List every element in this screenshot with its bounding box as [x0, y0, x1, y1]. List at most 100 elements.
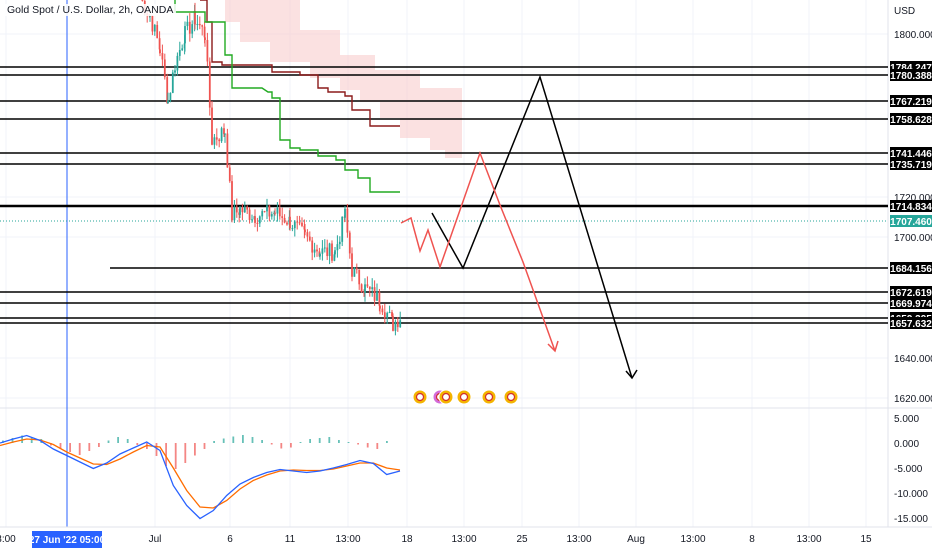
price-level-tag[interactable] — [890, 262, 932, 274]
candle-body — [224, 133, 226, 135]
candle-body — [268, 205, 271, 217]
price-axis[interactable]: USD1800.0001720.0001700.0001660.0001640.… — [890, 6, 932, 525]
macd-signal-line — [0, 438, 401, 509]
candle-body — [381, 308, 384, 313]
candle-body — [319, 253, 321, 257]
candle-body — [301, 222, 303, 226]
macd-histogram-bar — [251, 437, 254, 443]
price-tick-label: 1620.000 — [894, 394, 932, 405]
macd-histogram-bar — [117, 437, 119, 443]
candle-body — [394, 321, 397, 331]
candle-body — [149, 15, 151, 17]
candle-body — [248, 209, 251, 220]
current-price-tag-label: 1707.460 — [890, 217, 932, 228]
candle-body — [176, 55, 179, 71]
candle-body — [371, 287, 374, 290]
projection-paths[interactable] — [400, 74, 638, 380]
macd-histogram-bar — [318, 438, 321, 443]
macd-histogram-bar — [21, 435, 23, 443]
currency-label: USD — [894, 6, 915, 17]
candle-body — [194, 11, 196, 25]
crosshair-time-tag[interactable] — [32, 531, 102, 548]
candle-body — [196, 23, 199, 25]
candle-body — [326, 247, 329, 257]
candle-body — [391, 312, 393, 317]
current-price-tag[interactable] — [890, 215, 932, 227]
macd-tick-label: 5.000 — [894, 414, 919, 425]
macd-line — [0, 434, 401, 520]
projection-path-black[interactable] — [431, 74, 633, 379]
price-level-tag[interactable] — [890, 69, 932, 81]
time-axis[interactable]: 3:00 Jul 6 11 13:00 18 13:00 25 13:00 Aug 13:00 8 13… — [0, 526, 932, 548]
price-level-tag[interactable] — [890, 158, 932, 170]
price-level-tag[interactable] — [890, 317, 932, 329]
time-tick-label: 11 — [285, 534, 296, 545]
candle-body — [304, 229, 306, 233]
candle-body — [360, 284, 363, 292]
candle-body — [258, 216, 261, 224]
candle-body — [388, 312, 391, 314]
macd-histogram-bar — [357, 443, 359, 445]
macd-tick-label: -15.000 — [894, 514, 928, 525]
macd-histogram-bar — [290, 443, 292, 448]
event-flag-icon-inner — [484, 392, 494, 402]
macd-histogram-bar — [174, 443, 177, 469]
candle-body — [334, 250, 336, 255]
candle-body — [191, 24, 194, 34]
macd-histogram-bar — [376, 443, 379, 449]
price-level-tag-label: 1672.619 — [890, 288, 932, 299]
event-flag-icon-inner — [415, 392, 425, 402]
candle-body — [316, 249, 318, 252]
candle-body — [323, 247, 326, 249]
candle-body — [211, 107, 213, 145]
economic-event-icons[interactable] — [412, 389, 519, 405]
macd-histogram-bar — [88, 443, 91, 451]
candle-body — [261, 211, 264, 217]
candle-body — [256, 222, 259, 224]
candle-body — [167, 100, 169, 104]
price-level-tag[interactable] — [890, 200, 932, 212]
grid-lines — [0, 0, 932, 527]
candle-body — [291, 228, 294, 230]
candle-body — [233, 206, 236, 221]
candle-body — [344, 208, 346, 218]
price-level-tag-label: 1714.834 — [890, 202, 932, 213]
candle-body — [328, 243, 331, 257]
macd-histogram-bar — [328, 437, 331, 443]
price-tick-label: 1800.000 — [894, 30, 932, 41]
price-level-tag[interactable] — [890, 297, 932, 309]
macd-histogram-bar — [194, 443, 196, 456]
macd-histogram-bar — [203, 443, 206, 449]
price-level-tag[interactable] — [890, 113, 932, 125]
price-level-tag-label: 1684.156 — [890, 264, 932, 275]
candle-body — [141, 0, 144, 1]
macd-histogram-bar — [270, 443, 273, 445]
candle-body — [206, 39, 209, 62]
candle-body — [188, 21, 191, 34]
tenkan-sen-line — [174, 0, 400, 193]
candle-body — [163, 59, 166, 78]
horizontal-levels[interactable] — [0, 66, 888, 324]
price-level-tag-label: 1767.219 — [890, 97, 932, 108]
projection-path-red[interactable] — [400, 150, 556, 352]
macd-histogram-bar — [213, 441, 215, 443]
time-tick-label: Aug — [627, 534, 645, 545]
price-level-tag[interactable] — [890, 286, 932, 298]
candle-body — [383, 312, 386, 318]
kijun-sen-line — [200, 0, 400, 127]
time-tick-label: 13:00 — [796, 534, 821, 545]
macd-tick-label: -10.000 — [894, 489, 928, 500]
candle-body — [215, 137, 218, 140]
candle-body — [338, 241, 341, 245]
price-level-tag[interactable] — [890, 147, 932, 159]
candle-body — [386, 312, 389, 318]
candle-body — [396, 321, 399, 328]
candle-body — [246, 206, 249, 210]
candle-body — [231, 181, 233, 221]
candle-body — [239, 207, 241, 215]
ichimoku-cloud-area — [225, 0, 462, 158]
time-tick-label: 6 — [227, 534, 233, 545]
price-level-tag[interactable] — [890, 95, 932, 107]
time-tick-label: 8 — [749, 534, 755, 545]
